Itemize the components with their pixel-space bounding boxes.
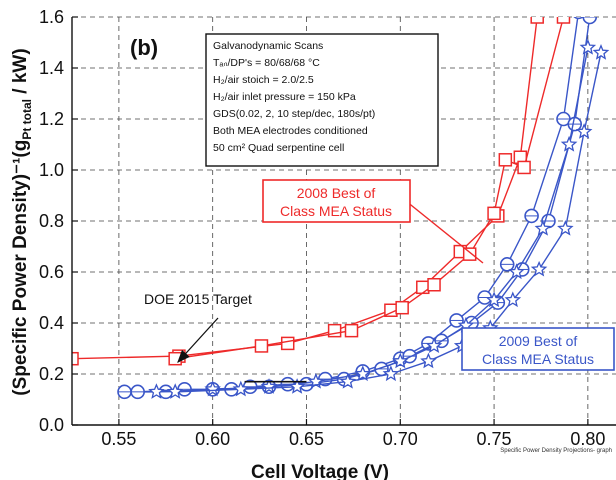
annotation-2009: 2009 Best of Class MEA Status	[461, 327, 615, 371]
data-point	[354, 365, 371, 382]
data-point	[573, 17, 584, 20]
y-tick-label: 0.4	[39, 313, 64, 333]
annotation-2009-box	[461, 327, 615, 371]
x-tick-label: 0.80	[570, 429, 605, 449]
y-tick-label: 1.4	[39, 58, 64, 78]
data-point	[260, 378, 278, 394]
data-point	[462, 247, 477, 261]
condition-line-0: Galvanodynamic Scans	[213, 40, 323, 52]
x-tick-label: 0.70	[383, 429, 418, 449]
y-tick-label: 0.2	[39, 364, 64, 384]
data-point	[254, 339, 269, 353]
y-tick-label: 0.0	[39, 415, 64, 435]
data-point	[579, 38, 597, 55]
data-point	[232, 380, 250, 397]
data-point	[487, 206, 501, 221]
data-point	[560, 135, 578, 152]
annotation-2008-box	[262, 179, 411, 223]
data-point	[391, 352, 409, 369]
annotation-doe-target: DOE 2015 Target	[144, 291, 252, 363]
annotation-2008-line1: 2008 Best of	[297, 185, 376, 201]
axis-ticks: 0.0 0.2 0.4 0.6 0.8 1.0 1.2 1.4 1.6 0.55 0.60 0.65 0…	[39, 7, 605, 449]
x-tick-label: 0.60	[195, 429, 230, 449]
data-point	[339, 372, 357, 389]
data-point	[485, 291, 503, 308]
data-point	[582, 17, 598, 25]
data-point	[498, 153, 513, 167]
data-point	[592, 43, 610, 60]
data-point	[166, 383, 184, 399]
y-axis-title-end: / kW)	[10, 48, 31, 99]
condition-line-3: H₂/air inlet pressure = 150 kPa	[213, 91, 356, 103]
panel-label: (b)	[130, 35, 158, 60]
data-point	[72, 351, 79, 366]
data-point	[395, 300, 409, 315]
x-tick-label: 0.75	[477, 429, 512, 449]
x-axis-title: Cell Voltage (V)	[251, 462, 389, 480]
data-point	[556, 17, 571, 24]
data-point	[280, 336, 295, 351]
y-tick-label: 0.8	[39, 211, 64, 231]
y-tick-label: 1.0	[39, 160, 64, 180]
data-point	[517, 160, 531, 175]
data-point	[344, 323, 359, 338]
data-point	[382, 365, 400, 382]
data-point	[575, 123, 593, 139]
data-point	[288, 378, 306, 394]
y-tick-label: 1.6	[39, 7, 64, 27]
data-point	[427, 278, 441, 292]
y-axis-title: (Specific Power Density)⁻¹(gPt total / k…	[10, 48, 34, 395]
annotation-2008-line2: Class MEA Status	[280, 203, 392, 219]
annotation-2009-line2: Class MEA Status	[482, 351, 594, 367]
data-point	[204, 380, 221, 397]
data-point	[530, 17, 544, 24]
data-point	[420, 352, 437, 369]
data-point	[168, 351, 182, 366]
x-tick-label: 0.55	[101, 429, 136, 449]
condition-line-1: Tₐₙ/DP's = 80/68/68 °C	[213, 57, 320, 69]
doe-target-arrow	[177, 317, 219, 363]
condition-line-4: GDS(0.02, 2, 10 step/dec, 180s/pt)	[213, 108, 375, 120]
condition-line-2: H₂/air stoich = 2.0/2.5	[213, 74, 314, 86]
condition-line-5: Both MEA electrodes conditioned	[213, 125, 368, 137]
y-axis-title-sub: Pt total	[20, 99, 34, 140]
data-point	[530, 260, 548, 277]
data-point	[416, 280, 430, 295]
doe-target-label: DOE 2015 Target	[144, 291, 252, 307]
data-point	[534, 220, 552, 236]
y-axis-title-main: (Specific Power Density)⁻¹(g	[10, 140, 31, 396]
conditions-box-frame	[205, 33, 439, 167]
annotation-2009-line1: 2009 Best of	[499, 333, 578, 349]
y-tick-label: 1.2	[39, 109, 64, 129]
footer-note: Specific Power Density Projections- grap…	[500, 448, 612, 454]
x-tick-label: 0.65	[289, 429, 324, 449]
conditions-box: Galvanodynamic Scans Tₐₙ/DP's = 80/68/68…	[205, 33, 439, 167]
data-point	[425, 337, 443, 353]
condition-line-6: 50 cm² Quad serpentine cell	[213, 142, 344, 154]
y-tick-label: 0.6	[39, 262, 64, 282]
data-point	[504, 291, 522, 308]
annotation-2008: 2008 Best of Class MEA Status	[262, 179, 484, 264]
data-point	[148, 383, 165, 399]
data-point	[557, 220, 574, 236]
data-point	[508, 263, 525, 280]
